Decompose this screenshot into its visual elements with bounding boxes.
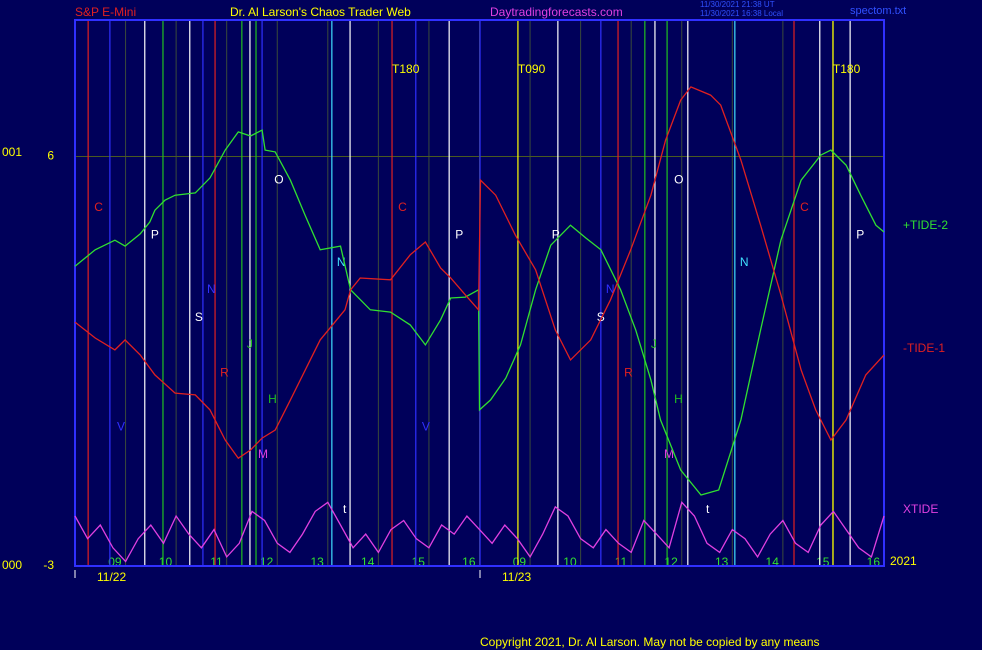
annotation: M (258, 447, 268, 461)
annotation: t (343, 502, 347, 516)
y-tick-label: 6 (47, 149, 54, 163)
annotation: N (606, 282, 615, 296)
series-line (74, 129, 885, 496)
annotation: H (268, 392, 277, 406)
x-tick-label: 16 (462, 555, 476, 569)
x-tick-label: 11 (615, 555, 628, 569)
x-tick-label: 15 (816, 555, 830, 569)
plot-frame (74, 19, 885, 567)
stamp-local: 11/30/2021 16:38 Local (700, 9, 783, 18)
year: 2021 (890, 554, 917, 568)
annotation: O (674, 172, 683, 186)
annotation: T180 (392, 62, 420, 76)
left-label: 001 (2, 145, 22, 159)
annotation: S (195, 310, 203, 324)
x-tick-label: 14 (361, 555, 375, 569)
x-tick-label: 11 (210, 555, 223, 569)
x-tick-label: 16 (867, 555, 881, 569)
annotation: O (274, 172, 283, 186)
x-tick-label: 12 (664, 555, 678, 569)
x-tick-label: 10 (159, 555, 173, 569)
chart-title: Dr. Al Larson's Chaos Trader Web (230, 5, 411, 19)
annotation: P (856, 227, 864, 241)
x-tick-label: 10 (563, 555, 577, 569)
annotation: H (674, 392, 683, 406)
series-line (74, 86, 885, 460)
x-tick-label: 14 (766, 555, 780, 569)
annotation: V (117, 419, 125, 433)
series-line (74, 501, 885, 563)
annotation: M (664, 447, 674, 461)
annotation: J (651, 337, 657, 351)
annotation: V (422, 419, 430, 433)
annotation: J (247, 337, 253, 351)
annotation: S (597, 310, 605, 324)
annotation: P (552, 227, 560, 241)
annotation: R (624, 365, 633, 379)
x-tick-label: 15 (412, 555, 426, 569)
series-label: XTIDE (903, 502, 938, 516)
day-label: 11/22 (97, 570, 126, 584)
day-label: 11/23 (502, 570, 531, 584)
series-label: -TIDE-1 (903, 341, 945, 355)
x-tick-label: 13 (310, 555, 324, 569)
instrument: S&P E-Mini (75, 5, 136, 19)
annotation: C (94, 200, 103, 214)
x-tick-label: 09 (513, 555, 527, 569)
annotation: N (740, 255, 749, 269)
annotation: t (706, 502, 710, 516)
x-tick-label: 13 (715, 555, 729, 569)
y-tick-label: -3 (43, 558, 54, 572)
annotation: P (151, 227, 159, 241)
annotation: C (398, 200, 407, 214)
annotation: R (220, 365, 229, 379)
annotation: N (207, 282, 216, 296)
site: Daytradingforecasts.com (490, 5, 623, 19)
file-name: spectom.txt (850, 5, 906, 17)
left-label: 000 (2, 558, 22, 572)
series-label: +TIDE-2 (903, 218, 948, 232)
annotation: P (455, 227, 463, 241)
annotation: N (337, 255, 346, 269)
copyright: Copyright 2021, Dr. Al Larson. May not b… (480, 635, 820, 649)
annotation: T090 (518, 62, 546, 76)
annotation: T180 (833, 62, 861, 76)
stamp-ut: 11/30/2021 21:38 UT (700, 0, 775, 9)
annotation: C (800, 200, 809, 214)
